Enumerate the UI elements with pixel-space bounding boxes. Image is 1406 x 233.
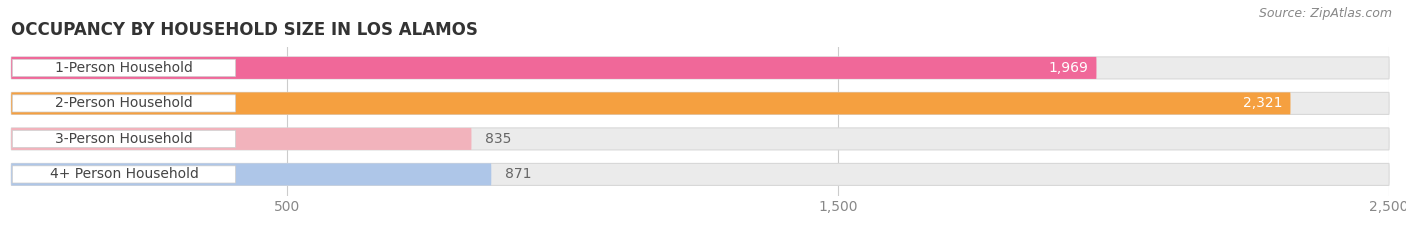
FancyBboxPatch shape — [11, 57, 1097, 79]
Text: 871: 871 — [505, 168, 531, 182]
Text: 835: 835 — [485, 132, 512, 146]
FancyBboxPatch shape — [11, 57, 1389, 79]
Text: 1,969: 1,969 — [1049, 61, 1088, 75]
FancyBboxPatch shape — [13, 130, 236, 147]
Text: Source: ZipAtlas.com: Source: ZipAtlas.com — [1258, 7, 1392, 20]
FancyBboxPatch shape — [11, 128, 1389, 150]
FancyBboxPatch shape — [11, 93, 1389, 114]
Text: 4+ Person Household: 4+ Person Household — [49, 168, 198, 182]
FancyBboxPatch shape — [13, 166, 236, 183]
FancyBboxPatch shape — [13, 59, 236, 76]
Text: 2,321: 2,321 — [1243, 96, 1282, 110]
FancyBboxPatch shape — [11, 93, 1291, 114]
FancyBboxPatch shape — [11, 163, 1389, 185]
FancyBboxPatch shape — [11, 128, 471, 150]
FancyBboxPatch shape — [13, 95, 236, 112]
FancyBboxPatch shape — [11, 163, 491, 185]
Text: 1-Person Household: 1-Person Household — [55, 61, 193, 75]
Text: 2-Person Household: 2-Person Household — [55, 96, 193, 110]
Text: OCCUPANCY BY HOUSEHOLD SIZE IN LOS ALAMOS: OCCUPANCY BY HOUSEHOLD SIZE IN LOS ALAMO… — [11, 21, 478, 39]
Text: 3-Person Household: 3-Person Household — [55, 132, 193, 146]
